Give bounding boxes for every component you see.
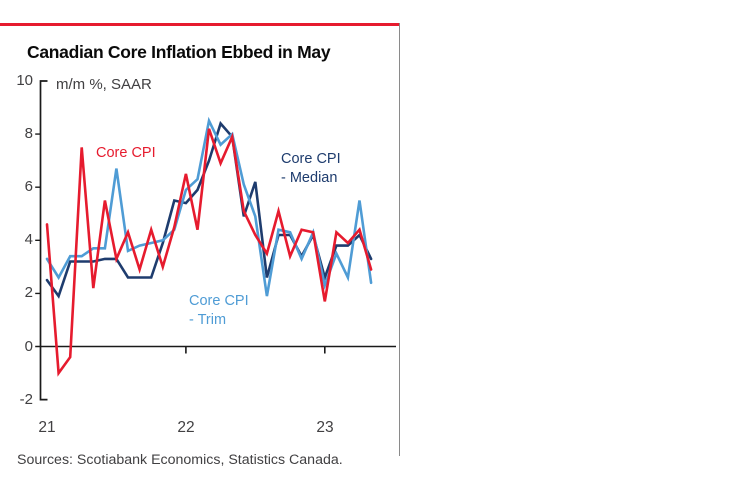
y-tick-label: -2 <box>19 391 33 408</box>
column-divider <box>399 23 400 456</box>
accent-rule <box>0 23 400 26</box>
y-axis-ticks <box>35 133 41 348</box>
legend-core-cpi-line1: Core CPI <box>96 145 156 161</box>
y-tick-label: 0 <box>24 338 33 355</box>
legend-trim-line1: Core CPI <box>189 293 249 309</box>
y-tick-label: 4 <box>24 231 33 248</box>
x-axis-ticks <box>185 346 326 354</box>
legend-median-line2: - Median <box>281 169 338 186</box>
legend-core-cpi-median: Core CPI - Median <box>281 150 341 187</box>
y-tick-label: 6 <box>24 178 33 195</box>
axis-units-note: m/m %, SAAR <box>56 76 152 93</box>
y-tick-label: 10 <box>16 72 33 89</box>
legend-core-cpi: Core CPI <box>96 144 156 163</box>
x-tick-label: 22 <box>177 419 195 436</box>
chart-title: Canadian Core Inflation Ebbed in May <box>27 42 331 62</box>
y-axis <box>39 80 48 401</box>
legend-core-cpi-trim: Core CPI - Trim <box>189 292 249 329</box>
sources-line: Sources: Scotiabank Economics, Statistic… <box>17 452 343 468</box>
y-tick-label: 2 <box>24 284 33 301</box>
y-tick-label: 8 <box>24 125 33 142</box>
legend-trim-line2: - Trim <box>189 311 227 328</box>
x-tick-label: 21 <box>38 419 56 436</box>
legend-median-line1: Core CPI <box>281 151 341 167</box>
line-core_cpi <box>45 128 373 377</box>
x-tick-label: 23 <box>316 419 334 436</box>
